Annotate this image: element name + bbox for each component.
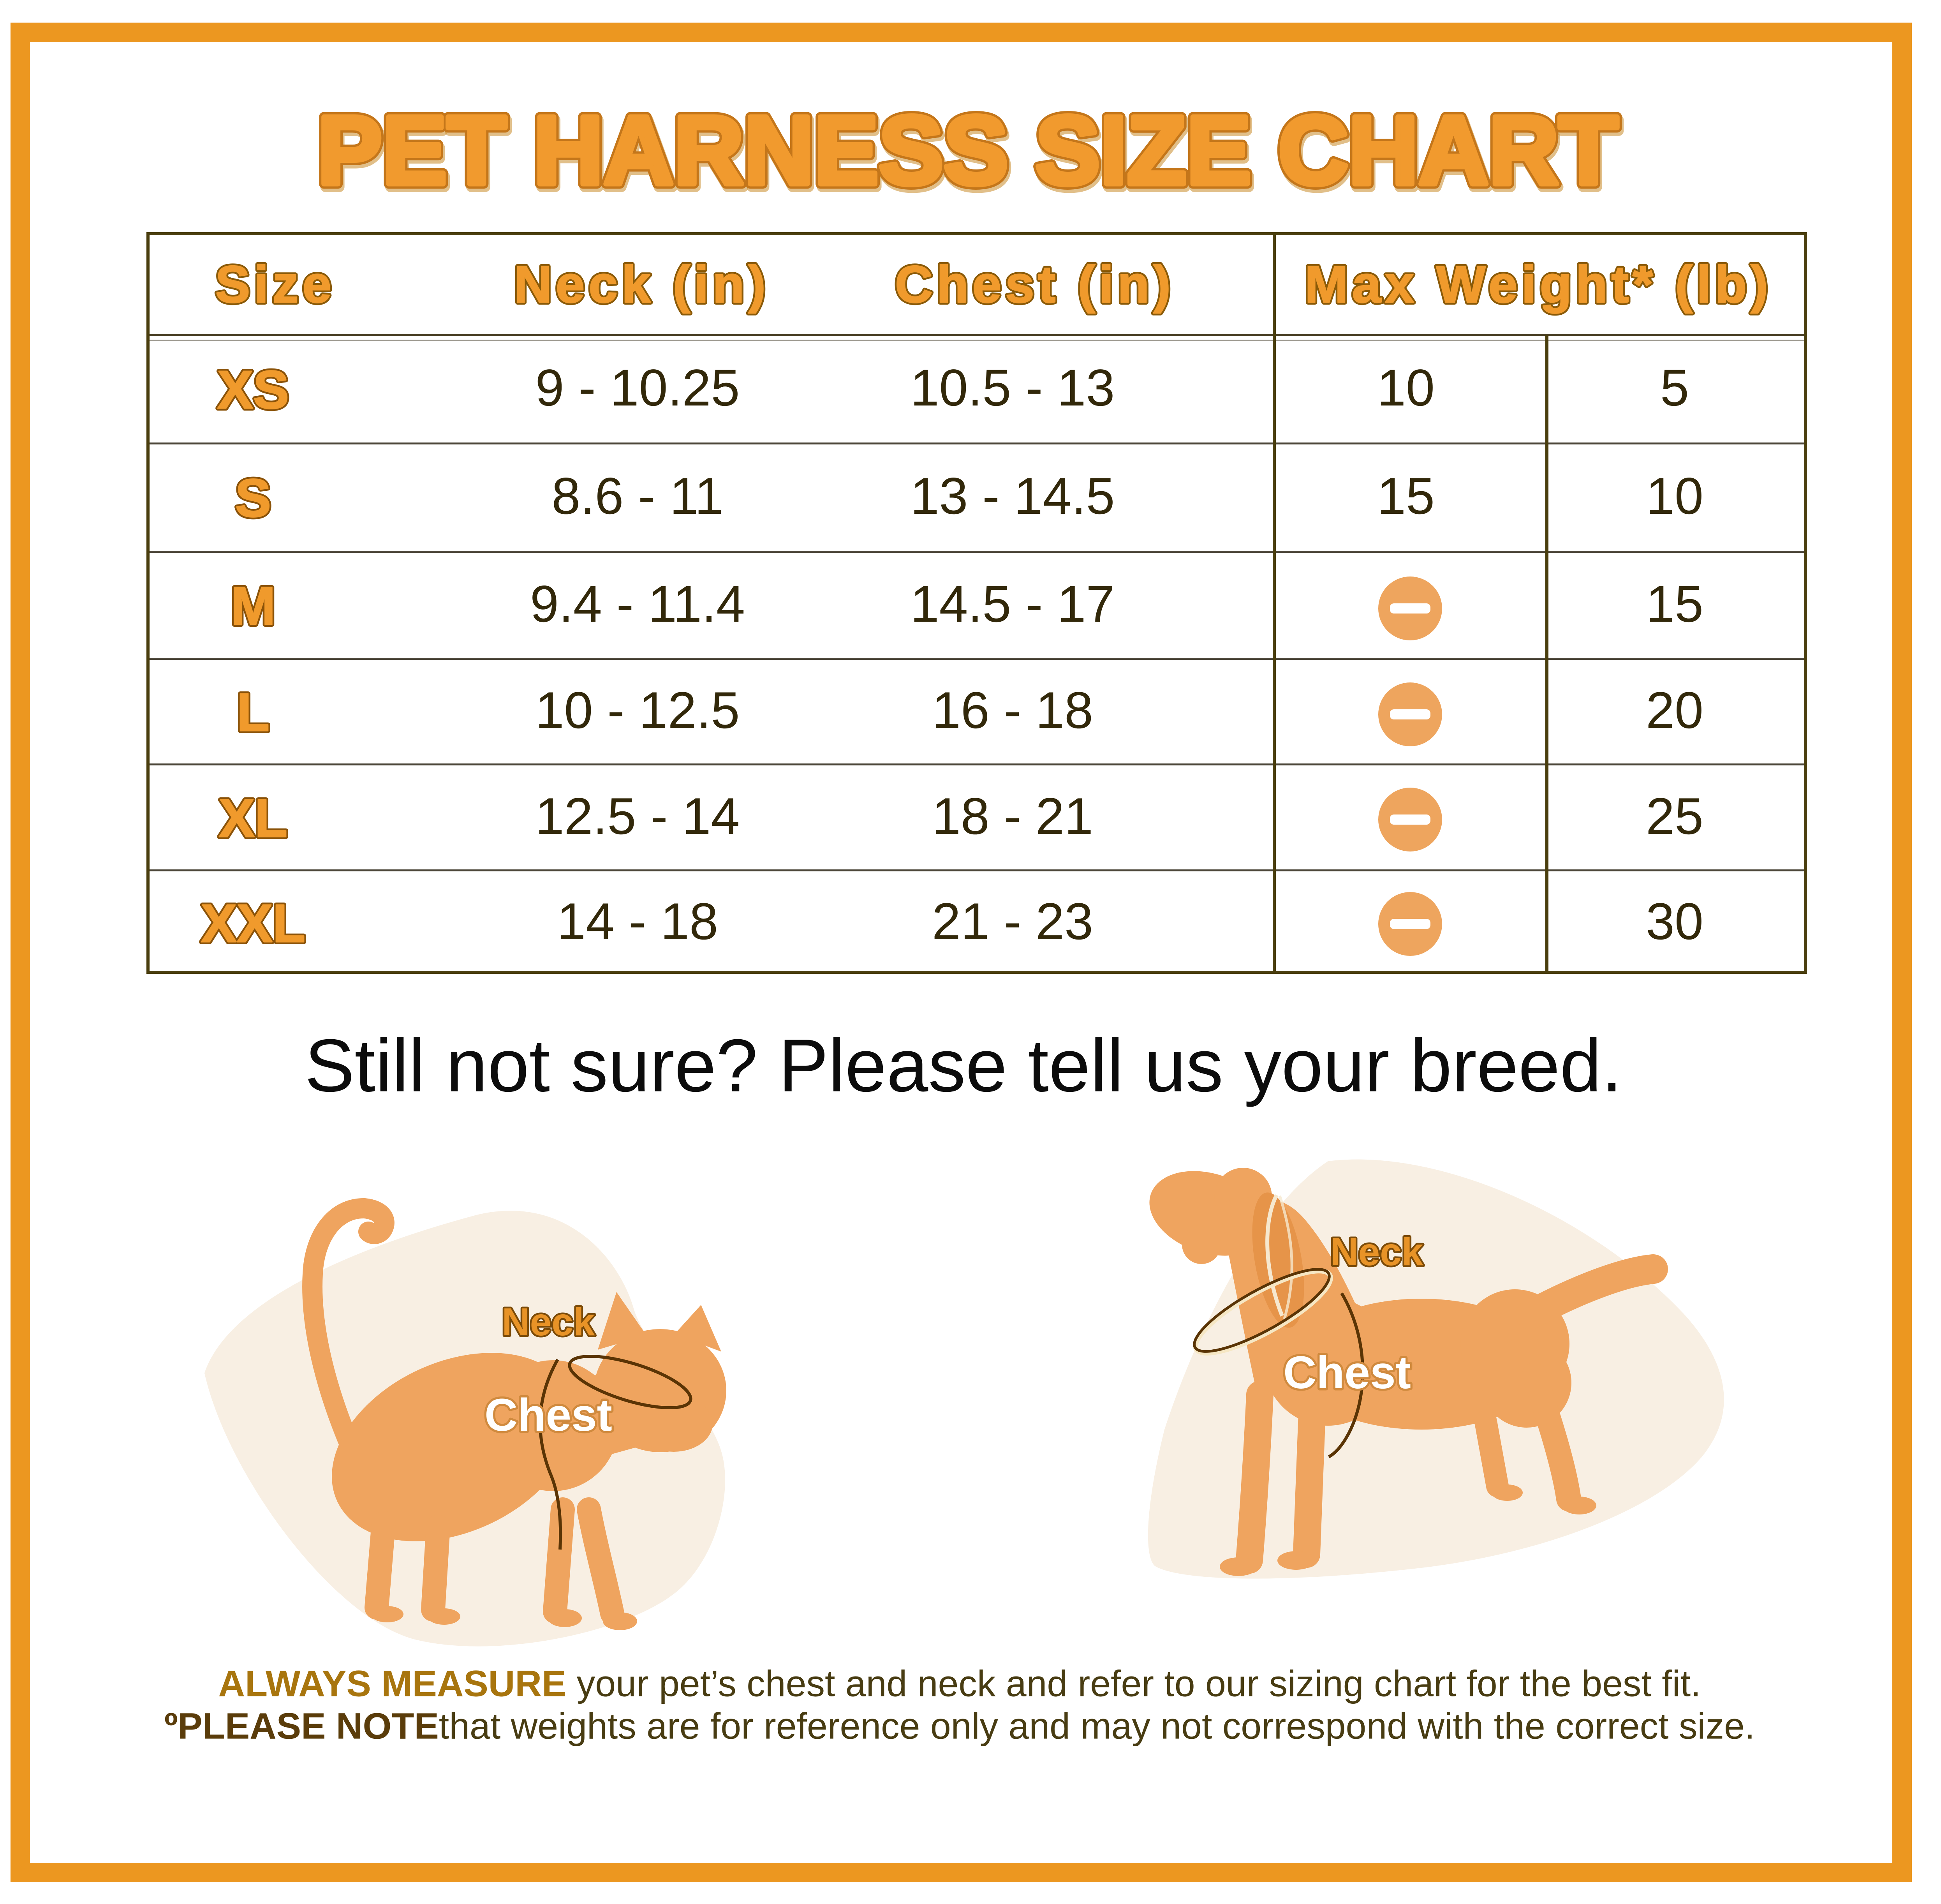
- svg-text:PET HARNESS SIZE CHART: PET HARNESS SIZE CHART: [317, 96, 1618, 205]
- svg-text:M: M: [231, 576, 276, 636]
- svg-text:PET HARNESS SIZE CHART: PET HARNESS SIZE CHART: [317, 96, 1618, 205]
- svg-text:M: M: [231, 576, 276, 636]
- svg-text:Neck (in): Neck (in): [514, 256, 770, 314]
- svg-text:Neck: Neck: [502, 1300, 595, 1344]
- svg-text:XS: XS: [217, 360, 289, 420]
- svg-text:L: L: [237, 682, 269, 742]
- svg-text:XXL: XXL: [201, 894, 305, 954]
- svg-text:Neck (in): Neck (in): [514, 256, 770, 314]
- svg-text:XS: XS: [217, 360, 289, 420]
- svg-text:Chest: Chest: [484, 1389, 612, 1441]
- svg-text:Neck: Neck: [502, 1300, 595, 1344]
- svg-text:XL: XL: [219, 788, 287, 848]
- svg-text:L: L: [237, 682, 269, 742]
- svg-text:Chest: Chest: [484, 1389, 612, 1441]
- svg-text:XL: XL: [219, 788, 287, 848]
- svg-text:Neck: Neck: [1330, 1230, 1423, 1274]
- svg-text:PET HARNESS SIZE CHART: PET HARNESS SIZE CHART: [319, 99, 1620, 208]
- svg-text:Chest: Chest: [1283, 1347, 1411, 1398]
- svg-text:Size: Size: [215, 256, 335, 314]
- svg-text:S: S: [235, 468, 271, 528]
- svg-text:S: S: [235, 468, 271, 528]
- svg-text:Max Weight* (lb): Max Weight* (lb): [1305, 256, 1772, 314]
- svg-text:Neck: Neck: [1330, 1230, 1423, 1274]
- svg-text:Size: Size: [215, 256, 335, 314]
- svg-text:Chest (in): Chest (in): [895, 256, 1175, 314]
- svg-text:Chest: Chest: [1283, 1347, 1411, 1398]
- svg-text:Max Weight* (lb): Max Weight* (lb): [1305, 256, 1772, 314]
- svg-text:XXL: XXL: [201, 894, 305, 954]
- svg-text:Chest (in): Chest (in): [895, 256, 1175, 314]
